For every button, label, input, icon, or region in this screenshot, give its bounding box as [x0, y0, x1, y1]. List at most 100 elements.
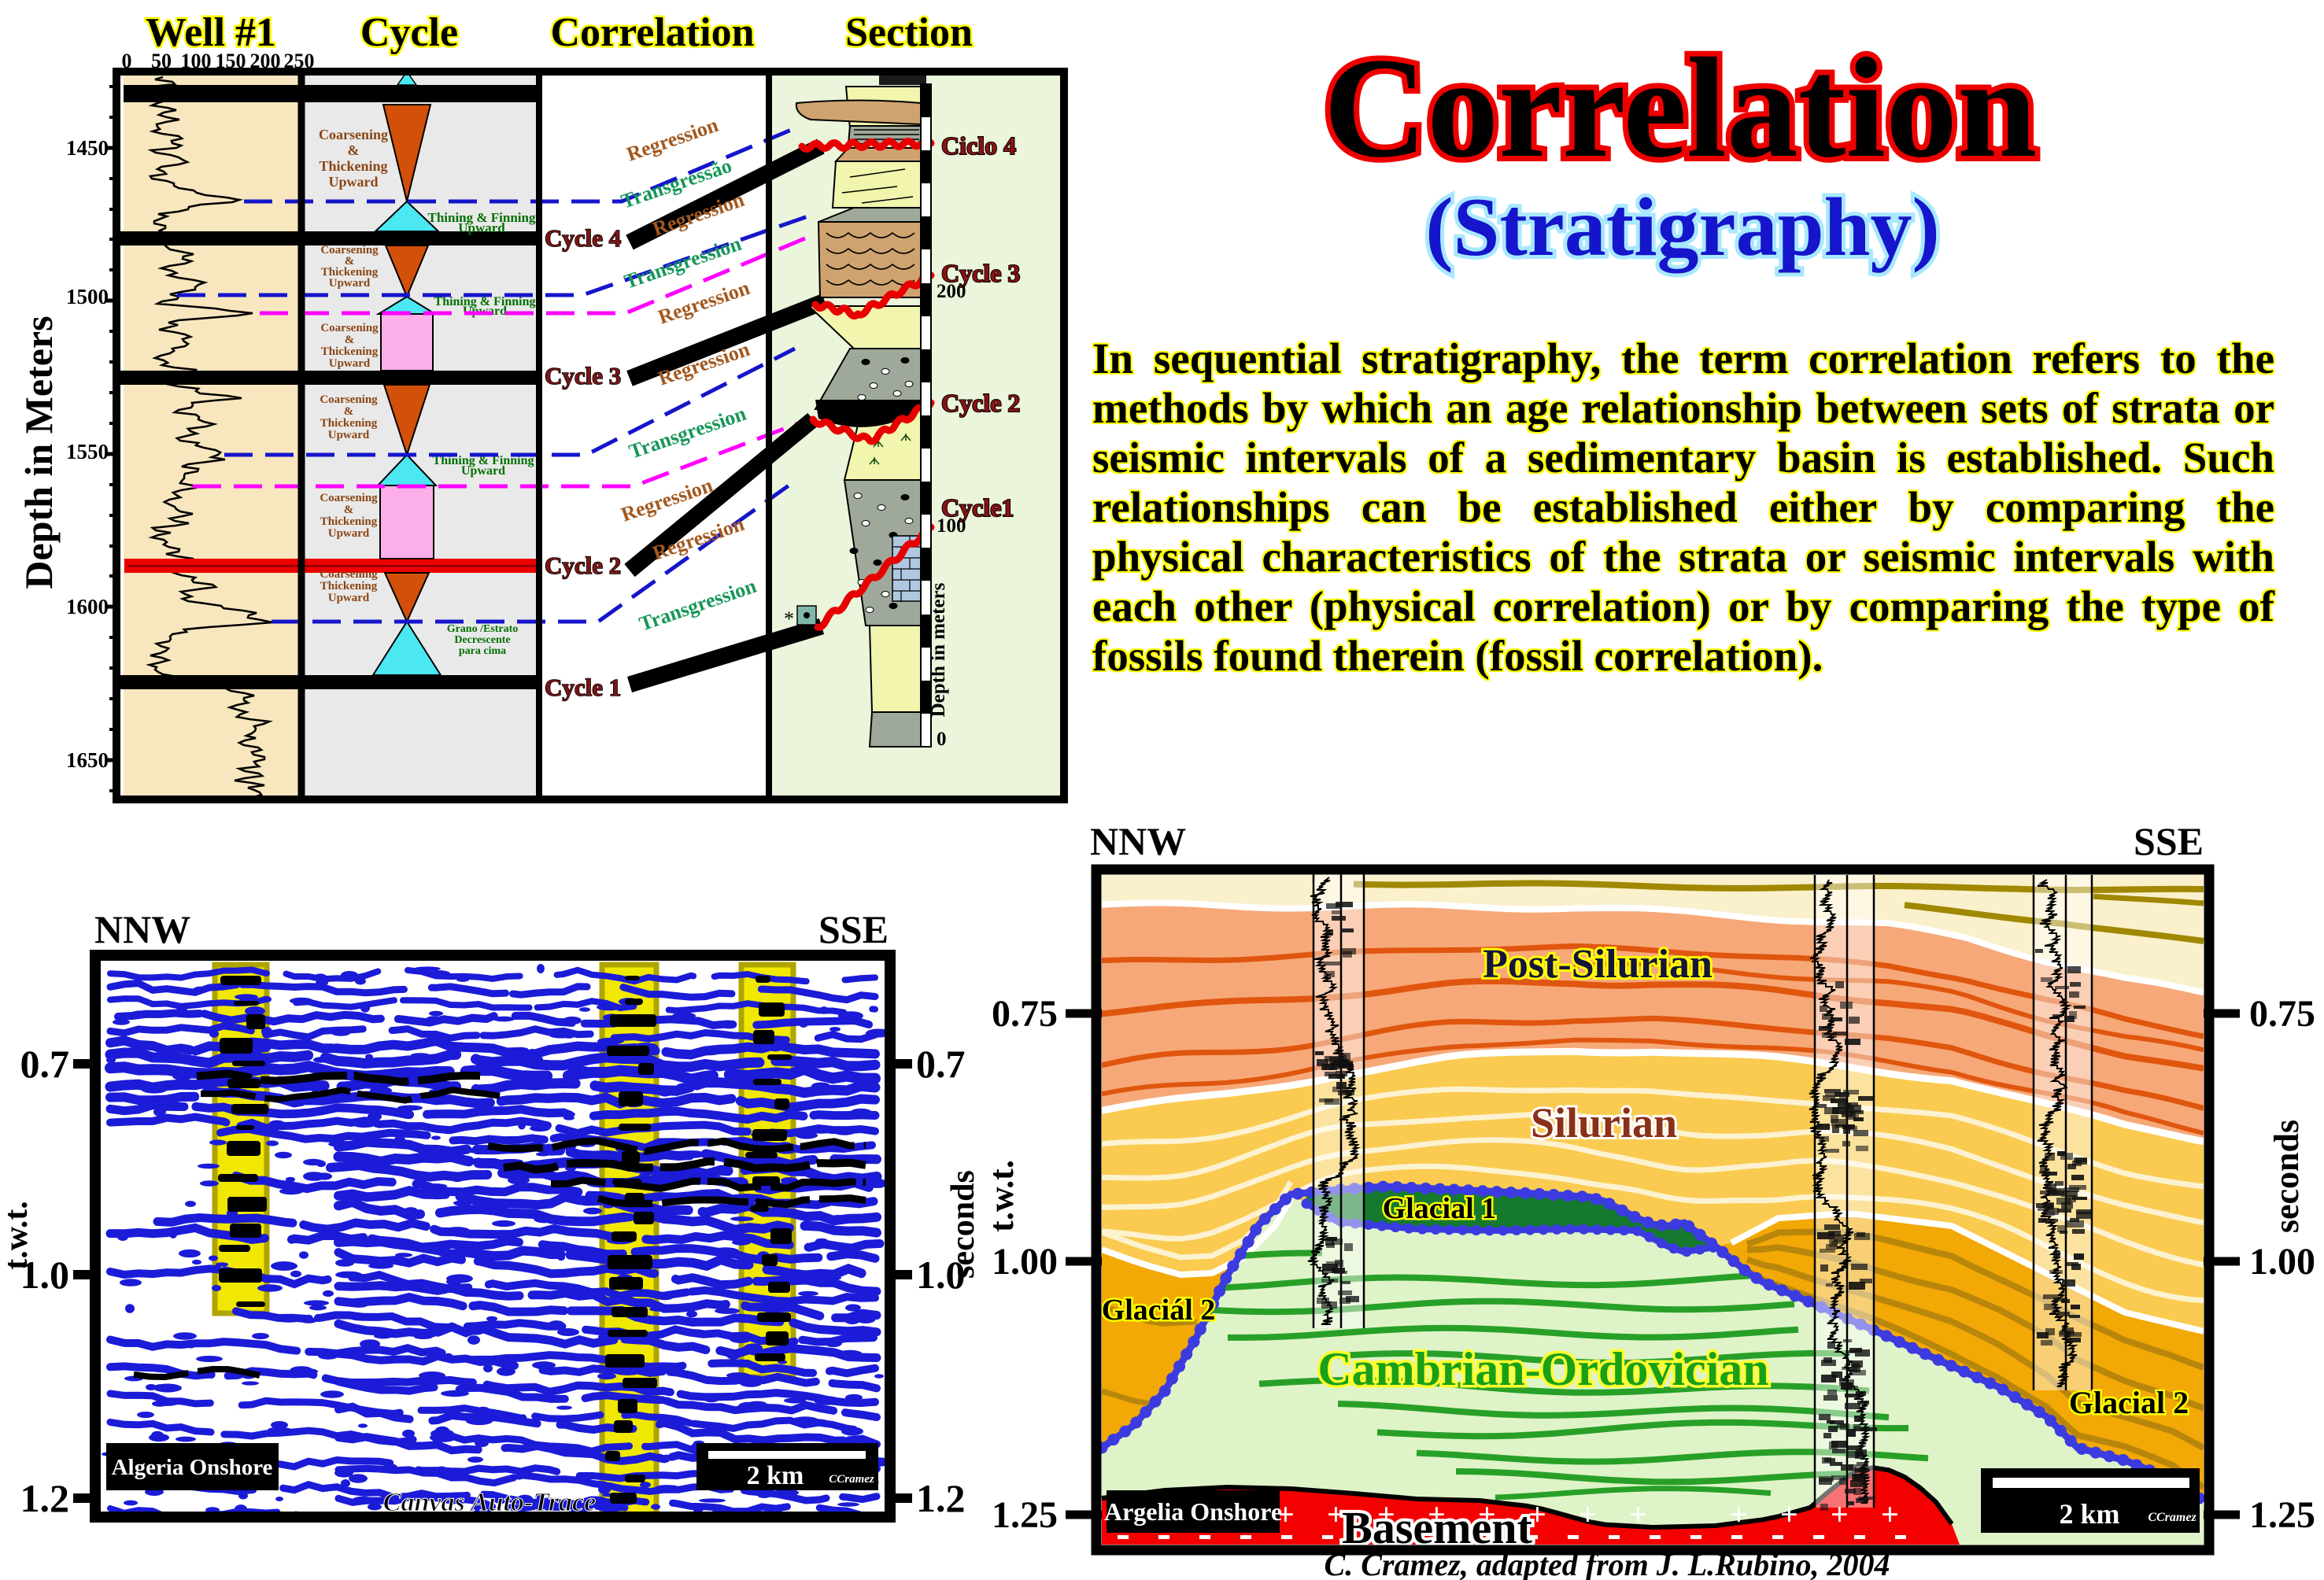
- svg-text:1.25: 1.25: [992, 1494, 1058, 1536]
- svg-text:Thining & Finning: Thining & Finning: [427, 210, 536, 225]
- svg-text:CCramez: CCramez: [829, 1473, 874, 1486]
- svg-text:Canvas Auto-Trace: Canvas Auto-Trace: [383, 1488, 596, 1517]
- svg-text:Glacial 2: Glacial 2: [2069, 1385, 2189, 1420]
- svg-text:+: +: [1730, 1497, 1748, 1532]
- svg-text:Upward: Upward: [328, 527, 370, 540]
- svg-text:Thickening: Thickening: [320, 515, 378, 528]
- svg-text:1600: 1600: [66, 595, 109, 618]
- svg-text:+: +: [1528, 1497, 1546, 1532]
- svg-text:&: &: [348, 142, 360, 158]
- svg-text:Cycle 3: Cycle 3: [941, 259, 1020, 287]
- svg-text:+: +: [1629, 1497, 1647, 1532]
- svg-text:seconds: seconds: [2267, 1120, 2306, 1233]
- svg-text:Coarsening: Coarsening: [320, 322, 379, 334]
- svg-text:Upward: Upward: [328, 174, 378, 190]
- svg-text:1500: 1500: [66, 285, 109, 308]
- svg-text:+: +: [1579, 1497, 1597, 1532]
- svg-text:1450: 1450: [66, 136, 109, 160]
- svg-text:200: 200: [937, 281, 966, 302]
- svg-text:+: +: [1780, 1497, 1798, 1532]
- svg-text:Section: Section: [845, 10, 973, 55]
- svg-text:+: +: [1831, 1497, 1849, 1532]
- svg-text:1.00: 1.00: [992, 1241, 1058, 1283]
- svg-text:+: +: [1478, 1497, 1496, 1532]
- svg-text:Coarsening: Coarsening: [320, 393, 378, 406]
- svg-text:Depth in Meters: Depth in Meters: [17, 316, 61, 589]
- svg-text:Thickening: Thickening: [319, 158, 387, 174]
- svg-text:&: &: [345, 255, 355, 268]
- svg-text:1.00: 1.00: [2249, 1241, 2315, 1283]
- svg-text:0: 0: [937, 729, 947, 750]
- svg-text:SSE: SSE: [818, 907, 889, 951]
- svg-text:+: +: [1277, 1497, 1295, 1532]
- svg-text:Post-Silurian: Post-Silurian: [1483, 942, 1713, 987]
- svg-text:Upward: Upward: [461, 464, 505, 478]
- svg-text:C. Cramez, adapted from J. L.R: C. Cramez, adapted from J. L.Rubino, 200…: [1325, 1547, 1890, 1580]
- svg-text:1.2: 1.2: [20, 1476, 70, 1520]
- svg-text:0.75: 0.75: [992, 993, 1058, 1035]
- svg-text:Cycle: Cycle: [360, 10, 458, 55]
- svg-text:seconds: seconds: [945, 1170, 981, 1279]
- svg-text:Coarsening: Coarsening: [320, 244, 379, 257]
- svg-text:Cycle 4: Cycle 4: [545, 224, 621, 252]
- svg-text:Thickening: Thickening: [321, 266, 379, 279]
- svg-text:1650: 1650: [66, 748, 109, 772]
- svg-text:0.75: 0.75: [2249, 993, 2315, 1035]
- svg-text:1.2: 1.2: [916, 1476, 966, 1520]
- svg-text:Thining & Finning: Thining & Finning: [434, 295, 536, 308]
- svg-text:Upward: Upward: [329, 357, 371, 370]
- svg-text:2 km: 2 km: [2059, 1498, 2119, 1530]
- svg-text:0: 0: [122, 50, 132, 72]
- svg-text:Cycle 3: Cycle 3: [545, 362, 621, 389]
- svg-text:Glacial 1: Glacial 1: [1383, 1192, 1497, 1225]
- svg-text:1.0: 1.0: [20, 1253, 70, 1297]
- svg-text:NNW: NNW: [1090, 819, 1186, 863]
- svg-text:NNW: NNW: [94, 907, 190, 951]
- svg-text:Thining & Finning: Thining & Finning: [433, 454, 534, 467]
- svg-text:Coarsening: Coarsening: [320, 568, 378, 581]
- svg-text:Silurian: Silurian: [1531, 1099, 1677, 1146]
- svg-text:Cycle 1: Cycle 1: [545, 674, 621, 701]
- svg-text:Decrescente: Decrescente: [454, 634, 510, 646]
- svg-text:Upward: Upward: [329, 277, 371, 290]
- svg-text:Cycle1: Cycle1: [941, 493, 1014, 522]
- svg-text:SSE: SSE: [2134, 819, 2204, 863]
- svg-text:+: +: [1881, 1497, 1899, 1532]
- svg-text:1.0: 1.0: [916, 1253, 966, 1297]
- svg-text:100: 100: [937, 515, 966, 537]
- svg-text:0.7: 0.7: [916, 1042, 966, 1086]
- svg-text:0.7: 0.7: [20, 1042, 70, 1086]
- svg-text:Upward: Upward: [328, 592, 370, 604]
- svg-text:t.w.t.: t.w.t.: [982, 1160, 1021, 1232]
- svg-text:para cima: para cima: [459, 645, 506, 657]
- svg-text:Glaciál 2: Glaciál 2: [1102, 1294, 1216, 1327]
- svg-text:CCramez: CCramez: [2148, 1511, 2197, 1524]
- svg-text:t.w.t.: t.w.t.: [0, 1201, 35, 1270]
- svg-text:+: +: [1327, 1497, 1345, 1532]
- svg-text:Cambrian-Ordovician: Cambrian-Ordovician: [1317, 1343, 1768, 1395]
- svg-text:+: +: [1377, 1497, 1395, 1532]
- svg-text:Upward: Upward: [458, 220, 505, 235]
- svg-text:&: &: [344, 504, 354, 516]
- svg-text:Algeria Onshore: Algeria Onshore: [112, 1455, 273, 1480]
- svg-text:&: &: [345, 334, 355, 346]
- svg-text:Cycle 2: Cycle 2: [941, 389, 1020, 417]
- svg-text:Coarsening: Coarsening: [320, 492, 378, 504]
- svg-text:1.25: 1.25: [2249, 1494, 2315, 1536]
- svg-text:Coarsening: Coarsening: [319, 127, 388, 142]
- svg-text:+: +: [1428, 1497, 1446, 1532]
- svg-text:1550: 1550: [66, 440, 109, 463]
- svg-text:Thickening: Thickening: [321, 345, 379, 358]
- svg-text:Thickening: Thickening: [320, 417, 378, 430]
- svg-text:Cycle 2: Cycle 2: [545, 552, 621, 579]
- svg-text:(Stratigraphy): (Stratigraphy): [1425, 181, 1940, 273]
- svg-text:Well #1: Well #1: [146, 10, 276, 55]
- svg-text:&: &: [344, 405, 354, 418]
- svg-text:*: *: [784, 607, 794, 630]
- svg-text:Correlation: Correlation: [1324, 29, 2037, 187]
- svg-text:Upward: Upward: [328, 429, 370, 441]
- svg-text:Grano /Estrato: Grano /Estrato: [447, 623, 519, 635]
- svg-text:Ciclo 4: Ciclo 4: [941, 131, 1016, 160]
- svg-text:2 km: 2 km: [747, 1461, 804, 1490]
- svg-text:Correlation: Correlation: [551, 10, 755, 55]
